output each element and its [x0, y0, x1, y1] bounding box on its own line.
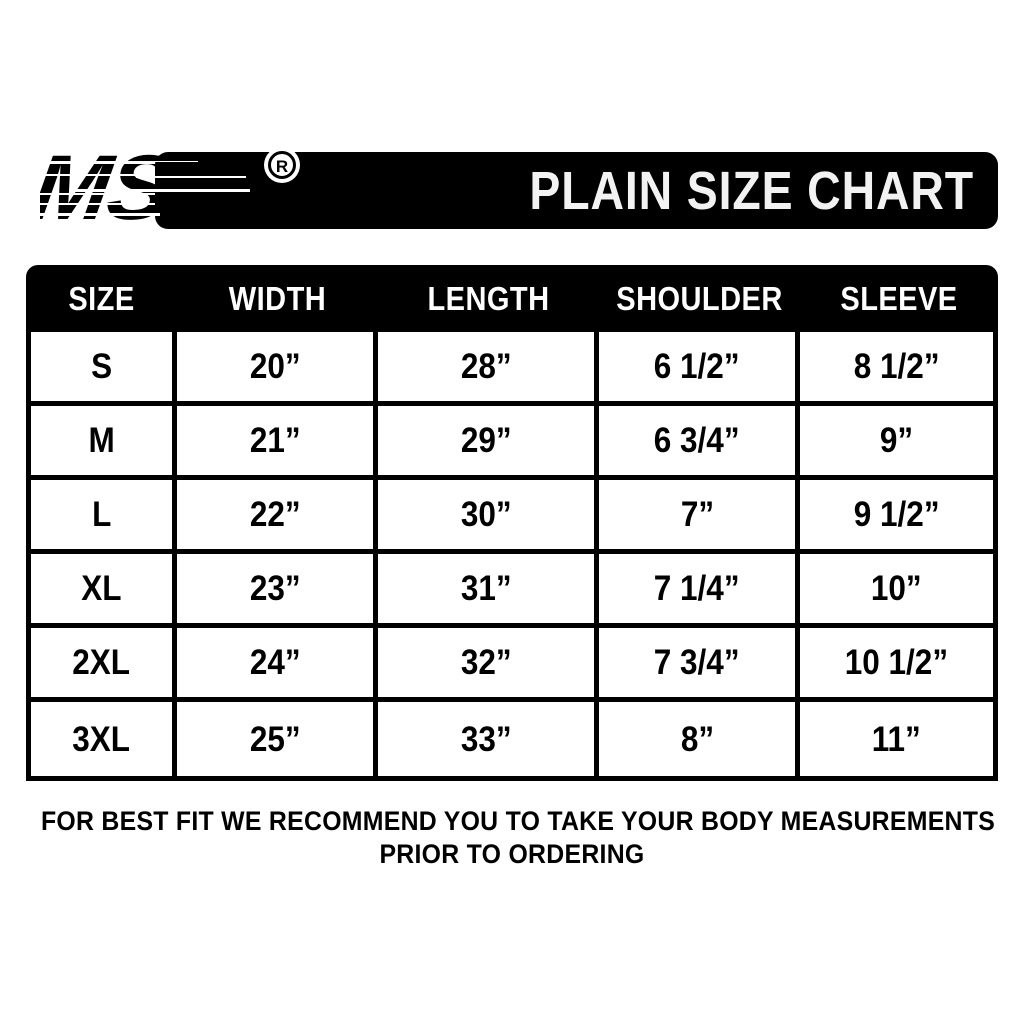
mstr-logo-icon: MSTR R — [40, 137, 300, 239]
column-header-width: WIDTH — [228, 280, 327, 317]
cell-size: 2XL — [31, 628, 177, 697]
table-row: S 20” 28” 6 1/2” 8 1/2” — [31, 332, 993, 406]
table-row: 2XL 24” 32” 7 3/4” 10 1/2” — [31, 628, 993, 702]
column-header-size: SIZE — [68, 280, 135, 317]
cell-sleeve: 9” — [879, 421, 914, 460]
cell-sleeve: 9 1/2” — [853, 495, 940, 534]
page-title: PLAIN SIZE CHART — [529, 160, 974, 221]
cell-size: XL — [31, 554, 177, 623]
cell-shoulder: 7 3/4” — [599, 628, 800, 697]
cell-sleeve: 8 1/2” — [853, 347, 940, 386]
brand-logo: MSTR R — [40, 137, 340, 242]
cell-length: 28” — [378, 332, 599, 401]
cell-size: L — [31, 480, 177, 549]
svg-text:MSTR: MSTR — [40, 137, 297, 239]
column-header-length: LENGTH — [427, 280, 550, 317]
cell-shoulder: 7 1/4” — [599, 554, 800, 623]
cell-width: 25” — [177, 702, 378, 776]
cell-shoulder: 6 3/4” — [599, 406, 800, 475]
table-body: S 20” 28” 6 1/2” 8 1/2” M 21” 29” 6 3/4”… — [26, 332, 998, 781]
size-chart-table: SIZE WIDTH LENGTH SHOULDER SLEEVE S 20” … — [26, 265, 998, 781]
table-row: L 22” 30” 7” 9 1/2” — [31, 480, 993, 554]
cell-width: 21” — [177, 406, 378, 475]
cell-sleeve: 10 1/2” — [844, 643, 949, 682]
cell-width: 23” — [177, 554, 378, 623]
cell-length: 32” — [378, 628, 599, 697]
column-header-sleeve: SLEEVE — [840, 280, 958, 317]
svg-text:R: R — [276, 157, 288, 176]
cell-width: 24” — [177, 628, 378, 697]
cell-sleeve: 11” — [871, 719, 922, 759]
cell-length: 29” — [378, 406, 599, 475]
footer-line-1: FOR BEST FIT WE RECOMMEND YOU TO TAKE YO… — [40, 806, 996, 836]
cell-size: S — [31, 332, 177, 401]
footer-note: FOR BEST FIT WE RECOMMEND YOU TO TAKE YO… — [0, 805, 1024, 871]
registered-trademark-icon: R — [264, 147, 300, 183]
cell-size: M — [31, 406, 177, 475]
header-bar: PLAIN SIZE CHART — [155, 152, 998, 229]
table-row: 3XL 25” 33” 8” 11” — [31, 702, 993, 776]
footer-line-2: PRIOR TO ORDERING — [379, 839, 645, 869]
cell-shoulder: 7” — [599, 480, 800, 549]
table-row: M 21” 29” 6 3/4” 9” — [31, 406, 993, 480]
column-header-shoulder: SHOULDER — [616, 280, 783, 317]
table-row: XL 23” 31” 7 1/4” 10” — [31, 554, 993, 628]
cell-width: 20” — [177, 332, 378, 401]
cell-shoulder: 8” — [599, 702, 800, 776]
cell-length: 30” — [378, 480, 599, 549]
cell-sleeve: 10” — [871, 569, 922, 608]
table-header-row: SIZE WIDTH LENGTH SHOULDER SLEEVE — [26, 265, 998, 332]
cell-length: 31” — [378, 554, 599, 623]
cell-length: 33” — [378, 702, 599, 776]
cell-shoulder: 6 1/2” — [599, 332, 800, 401]
cell-size: 3XL — [31, 702, 177, 776]
cell-width: 22” — [177, 480, 378, 549]
